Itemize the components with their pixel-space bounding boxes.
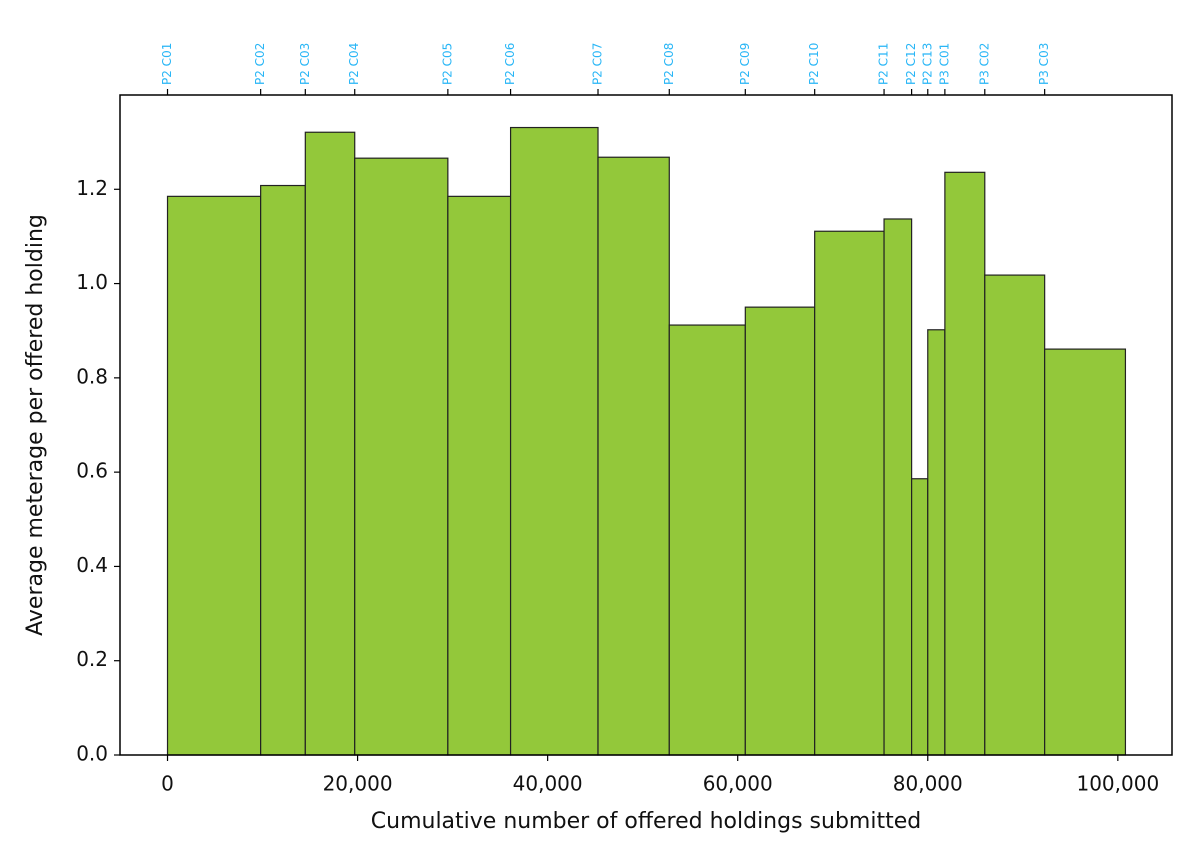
- bar: [166, 195, 262, 756]
- top-tick-label: P3 C02: [977, 43, 991, 85]
- x-tick-label: 40,000: [513, 772, 583, 796]
- top-tick-label: P2 C06: [503, 43, 517, 85]
- y-tick-label: 1.0: [76, 270, 108, 294]
- plot-frame: [119, 94, 1173, 756]
- top-tick-label: P2 C02: [253, 43, 267, 85]
- bar: [927, 329, 946, 756]
- top-tick-label: P2 C08: [662, 43, 676, 85]
- x-tick-label: 20,000: [323, 772, 393, 796]
- top-tick-label: P2 C07: [591, 43, 605, 85]
- bar: [744, 306, 816, 756]
- bar: [984, 274, 1046, 756]
- top-tick-label: P3 C01: [937, 43, 951, 85]
- top-tick-label: P2 C03: [298, 43, 312, 85]
- bar: [1044, 348, 1127, 756]
- top-tick-label: P2 C13: [920, 43, 934, 85]
- top-tick-label: P2 C10: [807, 43, 821, 85]
- bar: [944, 171, 986, 756]
- y-tick-label: 0.6: [76, 459, 108, 483]
- bar: [814, 230, 885, 756]
- bar: [354, 157, 449, 756]
- y-tick-label: 0.4: [76, 553, 108, 577]
- top-tick-label: P2 C11: [877, 43, 891, 85]
- top-tick-label: P2 C09: [738, 43, 752, 85]
- y-tick-label: 0.8: [76, 364, 108, 388]
- bar: [260, 184, 306, 756]
- y-tick-label: 0.2: [76, 647, 108, 671]
- x-axis-label: Cumulative number of offered holdings su…: [371, 809, 921, 834]
- bar: [447, 195, 512, 756]
- top-tick-label: P2 C12: [904, 43, 918, 85]
- bar: [668, 324, 746, 756]
- top-tick-label: P3 C03: [1037, 43, 1051, 85]
- bar: [509, 126, 599, 756]
- x-tick-label: 100,000: [1076, 772, 1159, 796]
- top-tick-label: P2 C04: [347, 43, 361, 85]
- bar: [911, 478, 929, 756]
- y-axis-label: Average meterage per offered holding: [23, 214, 48, 636]
- bar: [883, 218, 913, 756]
- x-tick-label: 0: [161, 772, 174, 796]
- top-tick-label: P2 C01: [160, 43, 174, 85]
- bar: [597, 156, 670, 756]
- y-tick-label: 0.0: [76, 742, 108, 766]
- bar: [304, 131, 356, 756]
- x-tick-label: 80,000: [893, 772, 963, 796]
- top-tick-label: P2 C05: [440, 43, 454, 85]
- x-tick-label: 60,000: [703, 772, 773, 796]
- y-tick-label: 1.2: [76, 176, 108, 200]
